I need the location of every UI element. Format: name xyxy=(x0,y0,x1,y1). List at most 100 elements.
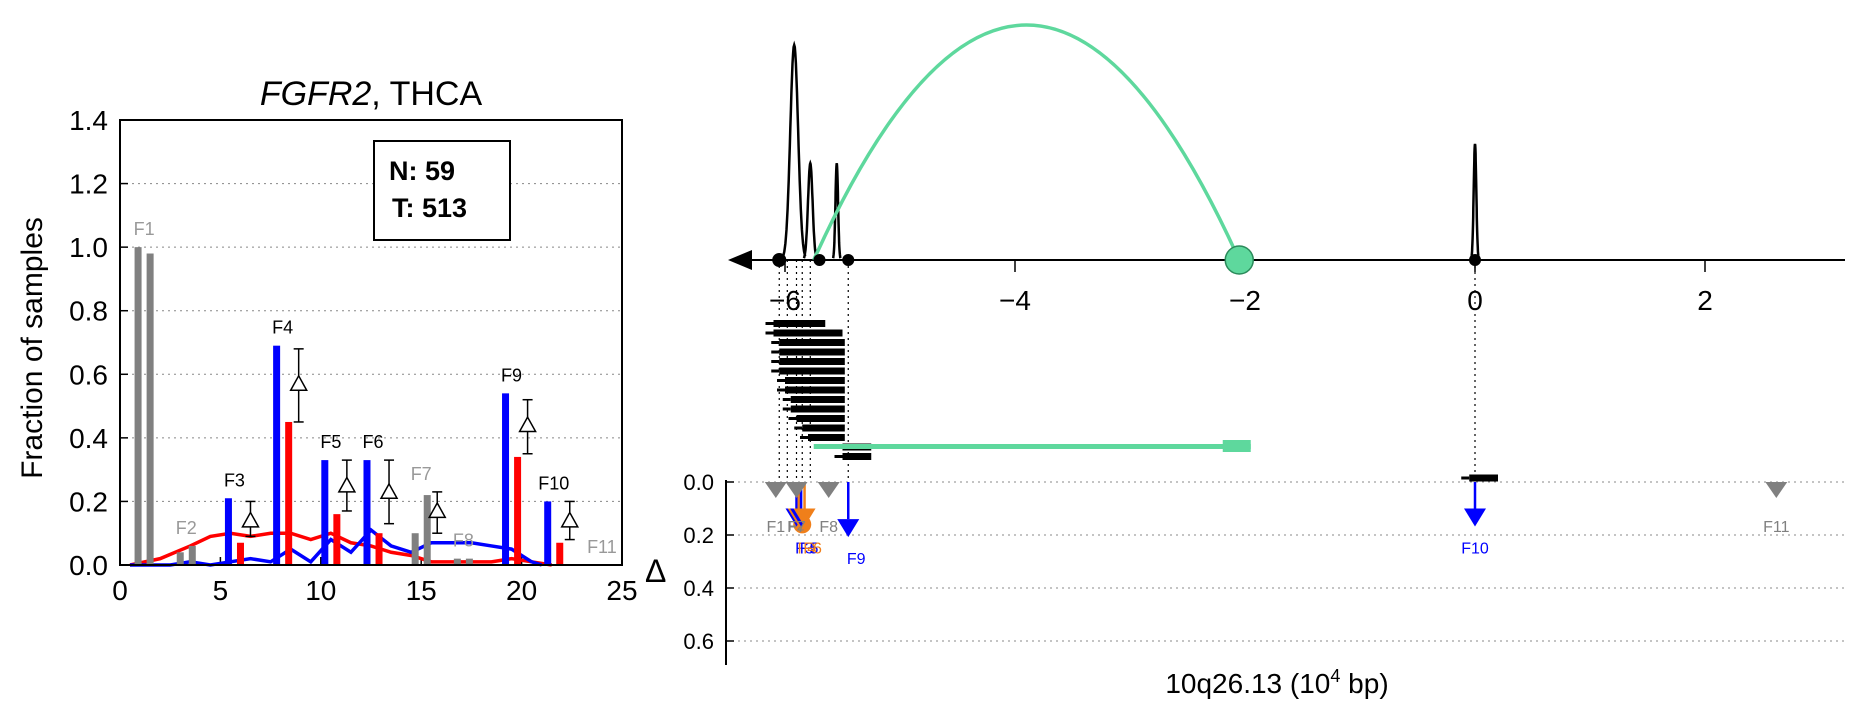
guide-lines xyxy=(778,260,1476,482)
delta-tick-label: 0.2 xyxy=(683,523,714,548)
exon-dot xyxy=(1469,254,1481,266)
read-bar xyxy=(808,434,845,441)
delta-marker xyxy=(427,501,447,519)
bar-normal xyxy=(134,247,142,565)
delta-markers xyxy=(241,348,580,541)
y-tick-label: 0.8 xyxy=(69,296,108,327)
marker-triangle xyxy=(785,482,808,498)
read-bar-tail xyxy=(788,417,797,420)
read-bar-tail xyxy=(777,388,785,392)
genomic-axis xyxy=(728,250,1845,270)
x-ticks: 0 5 10 15 20 25 xyxy=(112,557,638,606)
series-lines xyxy=(129,527,552,567)
legend-box: N: 59 T: 513 xyxy=(373,140,511,241)
series-line xyxy=(129,531,552,567)
bar-tumor xyxy=(423,495,431,565)
read-bar xyxy=(790,405,845,413)
read-bar xyxy=(785,386,845,394)
legend-normal-count: N: 59 xyxy=(389,156,455,186)
x-tick-label: 5 xyxy=(213,575,229,606)
bar-tumor xyxy=(188,545,196,565)
locus-panel: 0.00.20.40.6 Δ −6−4−202 F1F2F3F4F5F6F7F8… xyxy=(645,23,1845,699)
genomic-tick-label: −6 xyxy=(769,285,801,316)
y-tick-label: 1.4 xyxy=(69,105,108,136)
y-tick-label: 0.2 xyxy=(69,486,108,517)
marker-label: F11 xyxy=(1763,519,1789,536)
bar-tumor xyxy=(556,542,564,565)
genomic-axis-label: 10q26.13 (104 bp) xyxy=(1165,666,1388,699)
marker-arrow-head xyxy=(837,519,860,538)
series-line xyxy=(130,527,543,567)
read-bar xyxy=(779,358,845,365)
feature-label: F3 xyxy=(224,470,245,490)
feature-label: F8 xyxy=(453,531,474,551)
read-bar-tail xyxy=(782,398,791,401)
chart-title-rest: , THCA xyxy=(371,75,482,113)
bar-normal xyxy=(321,460,329,565)
x-tick-label: 15 xyxy=(406,575,437,606)
bar-normal xyxy=(273,345,281,565)
bar-tumor xyxy=(236,542,244,565)
read-bar xyxy=(773,320,826,327)
legend-frame xyxy=(373,140,511,241)
bar-tumor xyxy=(465,558,473,565)
read-bar-tail xyxy=(771,350,780,354)
genomic-ticks: −6 −4 −2 0 2 xyxy=(769,260,1713,316)
exon-dot xyxy=(813,254,826,266)
read-bar xyxy=(785,377,845,384)
read-bar xyxy=(842,453,872,460)
genomic-axis-label-main: 10q26.13 (10 xyxy=(1165,668,1330,699)
marker-triangle xyxy=(817,482,840,498)
marker-label: F8 xyxy=(819,519,838,536)
bar-normal xyxy=(453,558,461,565)
marker-label: F5 xyxy=(800,541,819,558)
genomic-tick-label: −4 xyxy=(999,285,1031,316)
delta-marker xyxy=(289,374,308,391)
read-bar-tail xyxy=(777,379,785,382)
genomic-tick-label: 0 xyxy=(1467,285,1483,316)
coverage-peak xyxy=(831,163,842,259)
bar-tumor xyxy=(146,253,154,565)
feature-label: F1 xyxy=(134,219,155,239)
bar-normal xyxy=(363,460,371,565)
feature-label: F7 xyxy=(411,464,432,484)
delta-tick-label: 0.4 xyxy=(683,576,714,601)
delta-grid-lines xyxy=(726,481,1845,642)
delta-marker xyxy=(241,510,260,528)
y-tick-label: 1.0 xyxy=(69,232,108,263)
delta-marker xyxy=(379,482,399,500)
genomic-axis-label-sup: 4 xyxy=(1330,666,1340,686)
read-bar-tail xyxy=(765,331,774,335)
bar-chart-panel: FGFR2, THCA Fraction of samples 0.00.20.… xyxy=(16,75,638,606)
genomic-tick-label: −2 xyxy=(1229,285,1261,316)
marker-label: F3 xyxy=(795,541,814,558)
fusion-read-cap xyxy=(1222,440,1251,452)
exon-dot xyxy=(772,253,787,267)
delta-ticks: 0.0 0.2 0.4 0.6 xyxy=(683,470,734,654)
read-bar xyxy=(796,415,845,422)
feature-label: F6 xyxy=(363,432,384,452)
bar-normal xyxy=(544,501,552,565)
bar-tumor xyxy=(514,456,522,565)
read-bar xyxy=(779,367,845,375)
feature-labels: F1 F2 F3 F4 F5 F6 F7 F8 F9 F10 F11 xyxy=(134,219,617,557)
read-bar xyxy=(779,339,845,346)
y-tick-label: 0.4 xyxy=(69,423,108,454)
feature-label: F11 xyxy=(587,537,617,557)
marker-triangle xyxy=(764,482,787,498)
coverage-peak xyxy=(802,159,818,259)
read-bar-tail xyxy=(794,426,803,430)
marker-label: F7 xyxy=(787,519,806,536)
coverage-peaks xyxy=(781,40,1480,259)
marker-triangle xyxy=(1765,482,1788,498)
coverage-peak xyxy=(781,40,807,257)
direction-arrow xyxy=(728,250,752,270)
marker-arrow-head xyxy=(1464,508,1486,527)
y-axis-label: Fraction of samples xyxy=(16,217,49,479)
read-bar-tail xyxy=(765,322,774,325)
x-tick-label: 20 xyxy=(506,575,537,606)
read-bar xyxy=(1469,474,1498,482)
x-tick-label: 25 xyxy=(606,575,637,606)
read-bar xyxy=(790,396,845,403)
